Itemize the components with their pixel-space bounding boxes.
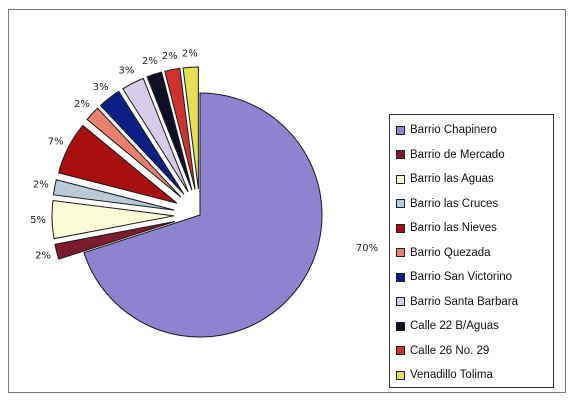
pie-slice-calle-22-b-aguas [146, 71, 193, 191]
pie-slice-barrio-san-victorino [99, 90, 185, 195]
pie-slice-venadillo-tolima [182, 66, 199, 190]
legend-swatch [396, 346, 405, 356]
legend-label: Barrio Chapinero [410, 124, 497, 137]
legend-label: Barrio de Mercado [410, 148, 505, 161]
legend-label: Calle 22 B/Aguas [410, 320, 499, 333]
legend-label: Calle 26 No. 29 [410, 344, 490, 357]
legend-label: Barrio Santa Barbara [410, 295, 519, 308]
legend-item-barrio-san-victorino: Barrio San Victorino [396, 265, 553, 290]
legend-swatch [396, 321, 405, 331]
pie-chart: 70%2%5%2%7%2%3%3%2% 2% 2% [30, 48, 378, 338]
data-label-barrio-las-nieves: 7% [48, 136, 64, 147]
pie-slice-barrio-de-mercado [54, 220, 175, 260]
pie-slice-barrio-las-aguas [51, 199, 175, 240]
data-label-barrio-de-mercado: 2% [35, 250, 51, 261]
legend-swatch [396, 223, 405, 233]
legend-swatch [396, 174, 405, 184]
legend-label: Venadillo Tolima [410, 369, 493, 382]
legend-item-calle-26-no-29: Calle 26 No. 29 [396, 339, 553, 364]
data-label-barrio-quezada: 2% [74, 99, 90, 110]
legend-item-barrio-de-mercado: Barrio de Mercado [396, 143, 553, 168]
legend-label: Barrio las Cruces [410, 197, 499, 210]
pie-slice-calle-26-no-29 [164, 67, 196, 190]
legend-swatch [396, 297, 405, 307]
data-label-venadillo-tolima: 2% [182, 48, 198, 59]
legend-swatch [396, 370, 405, 380]
legend-label: Barrio San Victorino [410, 271, 513, 284]
pie-slice-barrio-las-nieves [58, 124, 178, 204]
legend-swatch [396, 272, 405, 282]
legend-item-barrio-las-nieves: Barrio las Nieves [396, 216, 553, 241]
pie-slice-barrio-santa-barbara [122, 77, 189, 193]
pie-slice-barrio-chapinero [83, 92, 323, 338]
chart-frame: 70% 2% 5% 2% 7% 2% 3% 3% 2% 2% 2% Barrio Chapinero… [8, 9, 566, 393]
legend-swatch [396, 248, 405, 258]
pie-slice-barrio-quezada [86, 107, 182, 198]
data-label-barrio-las-aguas: 5% [30, 215, 46, 226]
data-label-barrio-chapinero: 70% [356, 243, 378, 254]
legend: Barrio Chapinero Barrio de Mercado Barrio … [389, 114, 554, 388]
legend-swatch [396, 199, 405, 209]
data-label-calle-22-b-aguas: 2% [142, 56, 158, 67]
data-label-barrio-santa-barbara: 3% [119, 66, 135, 77]
legend-label: Barrio Quezada [410, 246, 491, 259]
legend-item-barrio-quezada: Barrio Quezada [396, 241, 553, 266]
legend-item-venadillo-tolima: Venadillo Tolima [396, 363, 553, 388]
legend-item-barrio-chapinero: Barrio Chapinero [396, 118, 553, 143]
legend-label: Barrio las Nieves [410, 222, 497, 235]
legend-item-barrio-las-cruces: Barrio las Cruces [396, 192, 553, 217]
data-label-barrio-las-cruces: 2% [33, 180, 49, 191]
legend-item-barrio-las-aguas: Barrio las Aguas [396, 167, 553, 192]
legend-label: Barrio las Aguas [410, 173, 494, 186]
legend-swatch [396, 150, 405, 160]
legend-swatch [396, 125, 405, 135]
pie-slice-barrio-las-cruces [52, 179, 175, 211]
data-label-calle-26-no-29: 2% [162, 51, 178, 62]
legend-item-barrio-santa-barbara: Barrio Santa Barbara [396, 290, 553, 315]
data-label-barrio-san-victorino: 3% [93, 82, 109, 93]
legend-item-calle-22-b-aguas: Calle 22 B/Aguas [396, 314, 553, 339]
